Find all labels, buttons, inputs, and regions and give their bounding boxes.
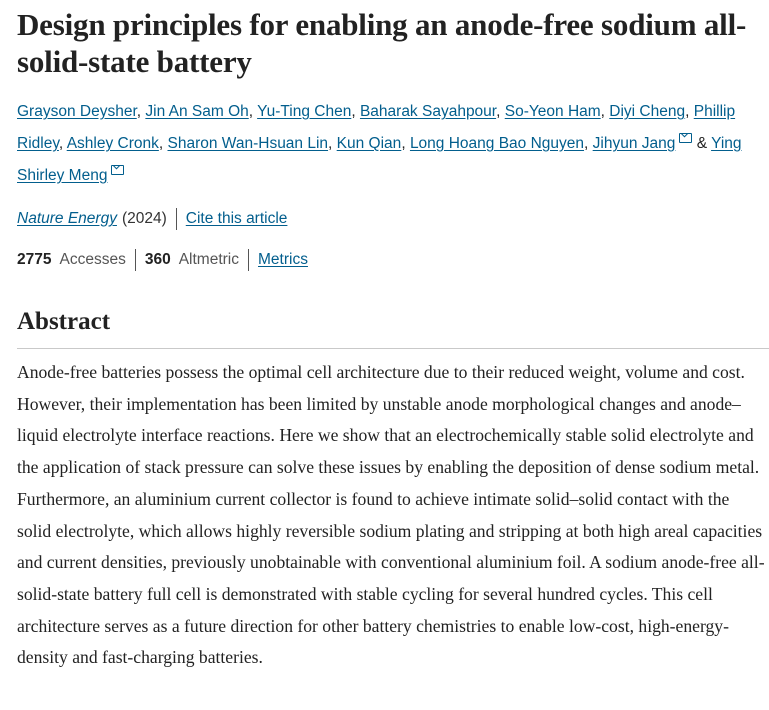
author-link[interactable]: Grayson Deysher [17,103,137,120]
separator: , [158,135,168,152]
publication-info: Nature Energy (2024) Cite this article [17,208,287,230]
author-link[interactable]: Ashley Cronk [66,135,159,152]
journal-link[interactable]: Nature Energy [17,210,117,227]
publication-year: (2024) [121,210,167,227]
accesses-label: Accesses [59,251,126,268]
separator: , [584,135,593,152]
article-title: Design principles for enabling an anode-… [17,7,747,79]
separator: , [496,103,505,120]
separator: , [58,135,67,152]
author-link[interactable]: Diyi Cheng [609,103,686,120]
altmetric-count: 360 [144,251,171,268]
author-link[interactable]: Baharak Sayahpour [359,103,497,120]
divider [248,249,249,271]
separator: , [401,135,410,152]
separator: , [248,103,258,120]
author-link[interactable]: Sharon Wan-Hsuan Lin [167,135,329,152]
author-link[interactable]: Jin An Sam Oh [145,103,249,120]
separator: , [685,103,694,120]
author-link[interactable]: Long Hoang Bao Nguyen [409,135,585,152]
email-icon[interactable] [111,165,125,175]
divider [134,249,136,271]
altmetric-label: Altmetric [178,251,239,268]
author-list: Grayson Deysher, Jin An Sam Oh, Yu-Ting … [17,96,762,192]
accesses-count: 2775 [17,251,52,268]
separator: , [136,103,146,120]
separator: , [600,103,610,120]
ampersand: & [692,135,712,152]
author-link[interactable]: Yu-Ting Chen [257,103,352,120]
author-link[interactable]: Ying Shirley Meng [17,135,742,184]
author-link[interactable]: Jihyun Jang [592,135,676,152]
cite-article-link[interactable]: Cite this article [185,210,288,227]
divider [175,208,177,230]
section-divider [17,348,769,349]
separator: , [351,103,360,120]
author-link[interactable]: Phillip Ridley [17,103,736,152]
separator: , [328,135,337,152]
author-link[interactable]: Kun Qian [336,135,402,152]
author-link[interactable]: So-Yeon Ham [504,103,601,120]
abstract-text: Anode-free batteries possess the optimal… [17,362,765,668]
email-icon[interactable] [679,133,693,143]
abstract-heading: Abstract [17,308,111,335]
article-metrics: 2775 Accesses 360 Altmetric Metrics [17,249,308,271]
metrics-link[interactable]: Metrics [258,251,308,268]
